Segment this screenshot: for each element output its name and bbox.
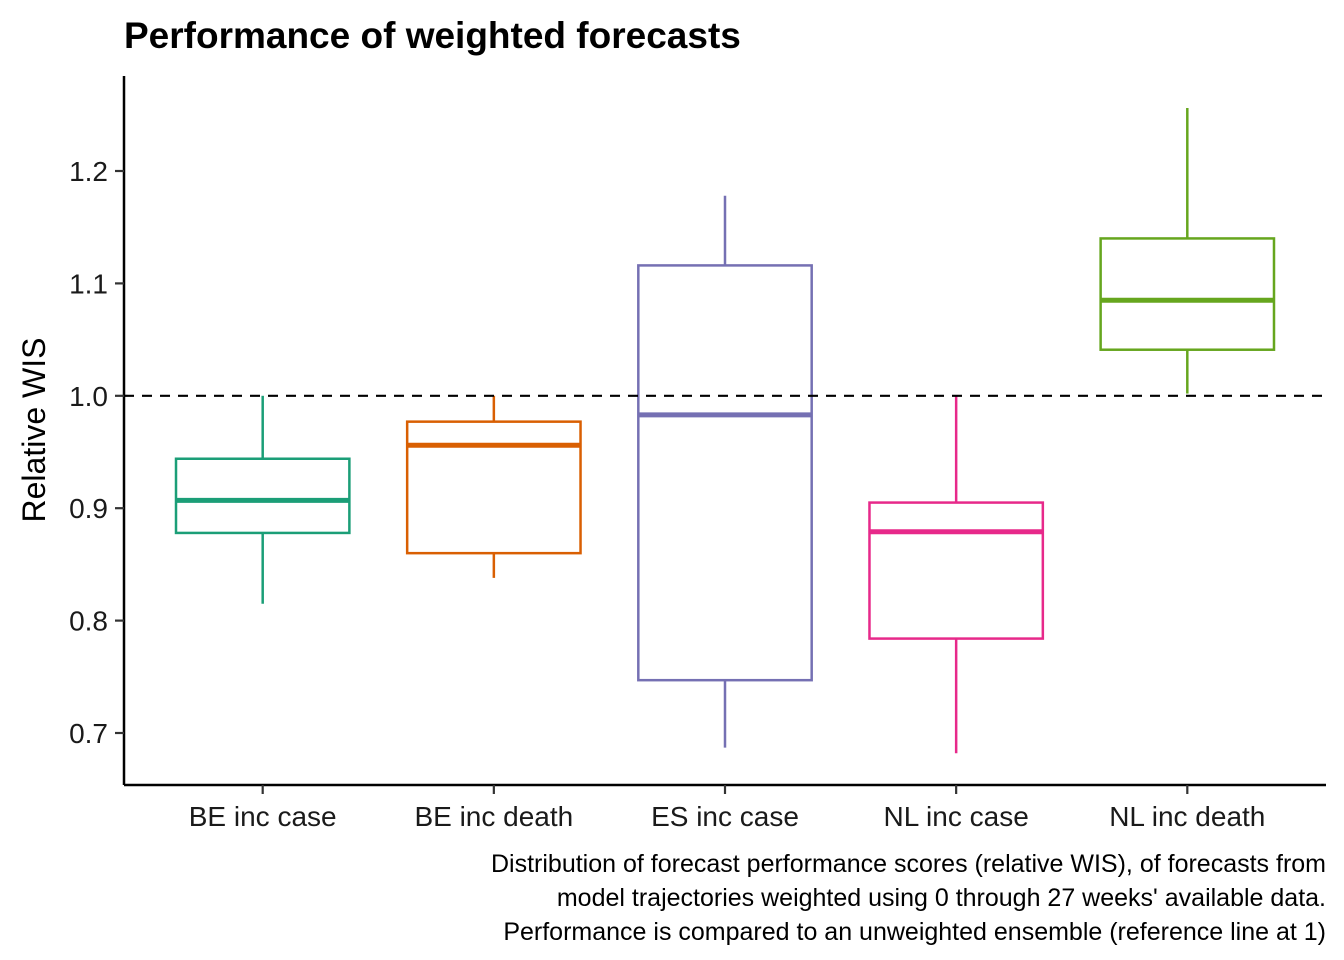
y-tick-label: 1.0: [69, 381, 108, 412]
interquartile-box: [637, 264, 813, 682]
axes: 0.7 0.8 0.9 1.0 1.1 1.2 BE inc case BE inc deat…: [69, 76, 1326, 832]
box-nl-inc-case: [868, 395, 1045, 754]
x-tick-label: BE inc case: [189, 801, 337, 832]
x-tick-label: NL inc death: [1109, 801, 1265, 832]
caption-line: Performance is compared to an unweighted…: [503, 918, 1326, 946]
chart-title: Performance of weighted forecasts: [124, 15, 741, 56]
y-tick-label: 1.1: [69, 268, 108, 299]
interquartile-box: [405, 420, 582, 555]
box-es-inc-case: [637, 195, 813, 748]
interquartile-box: [1099, 237, 1276, 351]
y-tick-label: 0.7: [69, 718, 108, 749]
box-be-inc-case: [174, 395, 351, 604]
box-be-inc-death: [405, 395, 582, 578]
x-tick-label: BE inc death: [414, 801, 573, 832]
caption-line: model trajectories weighted using 0 thro…: [557, 884, 1326, 912]
caption-line: Distribution of forecast performance sco…: [491, 850, 1326, 878]
y-axis-title: Relative WIS: [16, 338, 52, 523]
interquartile-box: [174, 457, 351, 535]
y-tick-label: 1.2: [69, 156, 108, 187]
box-nl-inc-death: [1099, 108, 1276, 394]
x-tick-label: NL inc case: [884, 801, 1029, 832]
y-tick-label: 0.8: [69, 606, 108, 637]
plot-area: [124, 108, 1326, 754]
y-tick-label: 0.9: [69, 493, 108, 524]
chart-caption: Distribution of forecast performance sco…: [491, 850, 1326, 946]
x-tick-label: ES inc case: [651, 801, 799, 832]
interquartile-box: [868, 501, 1045, 640]
